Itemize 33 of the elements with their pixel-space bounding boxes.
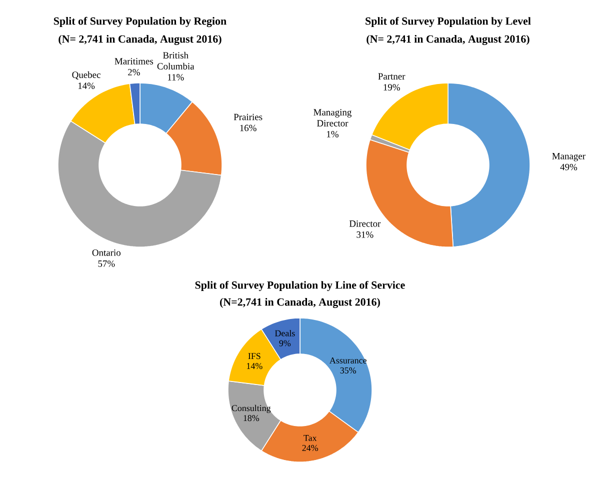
- slice-label: Maritimes: [114, 58, 154, 64]
- data-label: 35%: [340, 367, 356, 374]
- slice-label: Deals: [274, 330, 295, 336]
- data-label: 31%: [356, 231, 374, 238]
- data-label: 49%: [560, 164, 578, 170]
- data-label: 24%: [302, 444, 318, 452]
- data-label: 14%: [246, 362, 262, 370]
- chart-title: Split of Survey Population by Region: [54, 16, 226, 28]
- slice-label: Managing Director: [314, 109, 352, 126]
- data-label: 16%: [240, 124, 256, 132]
- chart-subtitle: (N=2,741 in Canada, August 2016): [220, 298, 380, 308]
- slice-label: Ontario: [92, 250, 121, 256]
- data-label: 18%: [244, 415, 260, 422]
- slice-label: British Columbia: [157, 52, 194, 70]
- chart-subtitle: (N= 2,741 in Canada, August 2016): [58, 34, 222, 46]
- data-label: 57%: [98, 260, 115, 267]
- slice-label: IFS: [248, 353, 260, 360]
- slice-label: Prairies: [234, 114, 262, 120]
- data-label: 2%: [128, 68, 140, 76]
- slice-label: Partner: [378, 73, 406, 80]
- slice-label: Consulting: [232, 404, 271, 413]
- slice-label: Tax: [304, 435, 317, 442]
- data-label: 11%: [168, 74, 184, 80]
- chart-title: Split of Survey Population by Line of Service: [195, 280, 405, 292]
- slice-label: Director: [349, 220, 381, 227]
- data-label: 1%: [327, 131, 338, 138]
- chart-subtitle: (N= 2,741 in Canada, August 2016): [366, 34, 530, 46]
- slice-label: Manager: [552, 153, 586, 162]
- data-label: 19%: [384, 84, 400, 91]
- slice-label: Quebec: [72, 71, 100, 80]
- chart-title: Split of Survey Population by Level: [366, 16, 531, 28]
- data-label: 9%: [279, 340, 291, 346]
- data-label: 14%: [78, 82, 95, 90]
